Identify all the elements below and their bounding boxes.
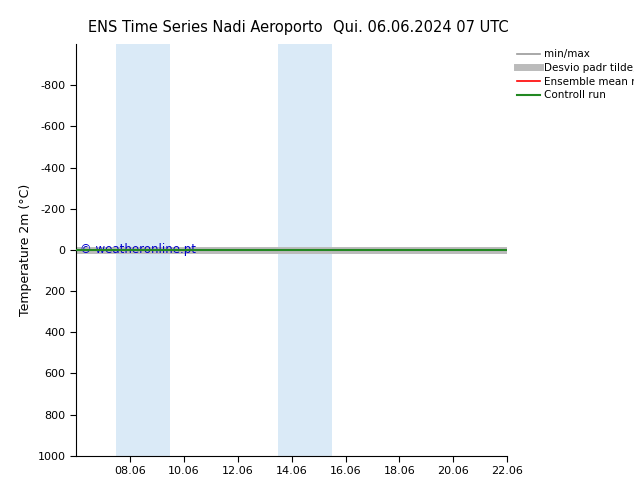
Text: Qui. 06.06.2024 07 UTC: Qui. 06.06.2024 07 UTC (333, 20, 509, 35)
Legend: min/max, Desvio padr tilde;o, Ensemble mean run, Controll run: min/max, Desvio padr tilde;o, Ensemble m… (517, 49, 634, 100)
Text: © weatheronline.pt: © weatheronline.pt (81, 244, 197, 256)
Bar (117, 44, 171, 456)
Text: ENS Time Series Nadi Aeroporto: ENS Time Series Nadi Aeroporto (88, 20, 323, 35)
Bar (278, 44, 332, 456)
Y-axis label: Temperature 2m (°C): Temperature 2m (°C) (19, 184, 32, 316)
